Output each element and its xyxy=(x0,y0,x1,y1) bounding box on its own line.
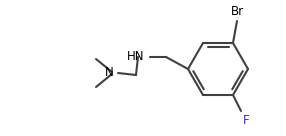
Text: F: F xyxy=(243,114,250,127)
Text: HN: HN xyxy=(126,50,144,64)
Text: N: N xyxy=(105,67,114,80)
Text: Br: Br xyxy=(231,5,244,18)
